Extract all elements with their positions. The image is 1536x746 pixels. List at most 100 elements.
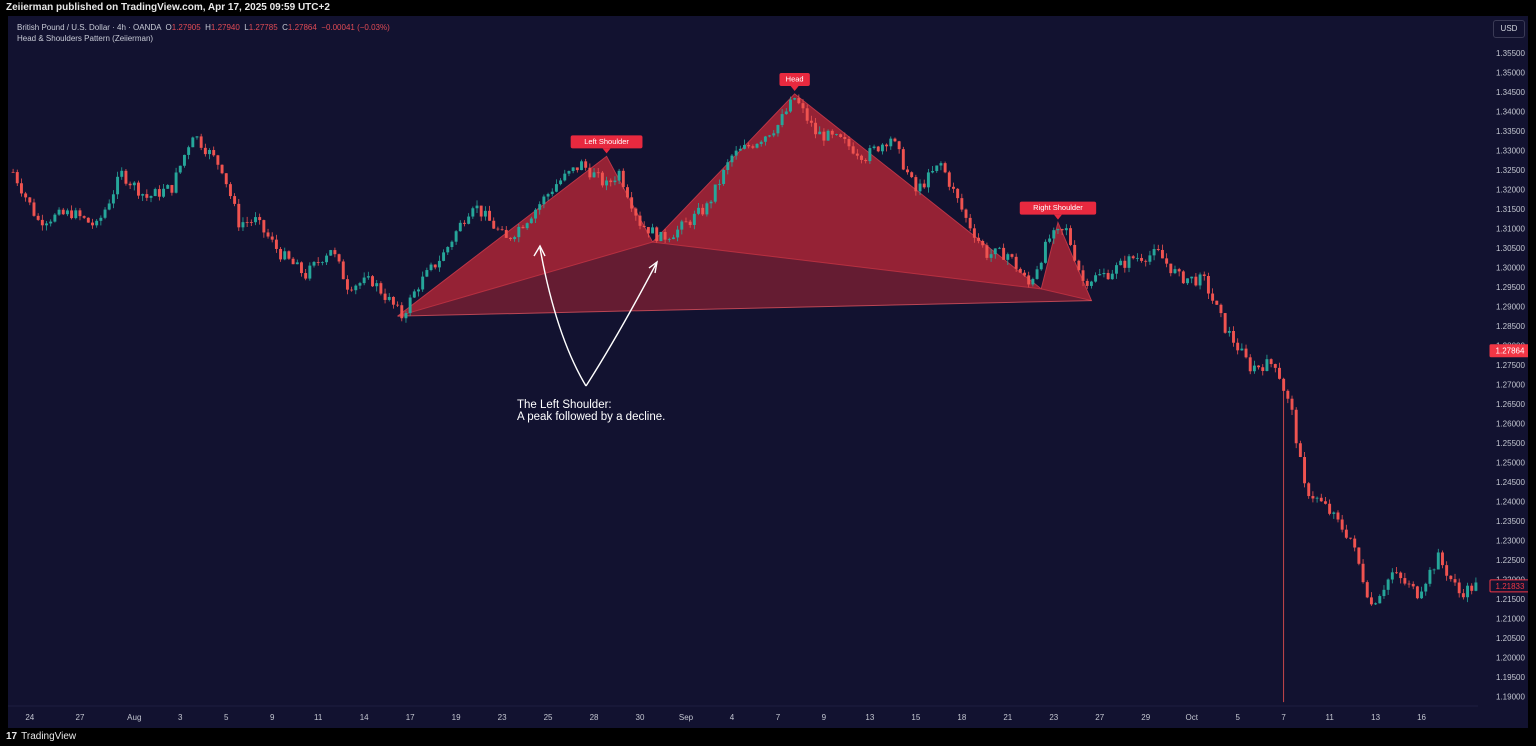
pattern-label-text: Right Shoulder (1033, 203, 1083, 212)
y-tick-label: 1.23500 (1496, 517, 1525, 526)
candle-body (1219, 304, 1223, 314)
candle-body (137, 182, 140, 196)
x-tick-label: 7 (1281, 713, 1286, 722)
candle-body (901, 149, 905, 170)
currency-button[interactable]: USD (1493, 20, 1525, 38)
price-axis-panel (1478, 16, 1528, 728)
candle-body (266, 232, 270, 237)
x-tick-label: 28 (590, 713, 599, 722)
candle-body (809, 120, 813, 123)
x-tick-label: 24 (25, 713, 34, 722)
candle-body (111, 194, 115, 204)
candle-body (1315, 497, 1319, 499)
legend-change: −0.00041 (−0.03%) (321, 23, 390, 32)
candle-body (241, 222, 245, 228)
candle-body (425, 270, 429, 277)
candle-body (107, 203, 111, 210)
annotation-arrow-right (585, 263, 657, 387)
candle-body (943, 163, 947, 173)
candle-body (49, 221, 53, 224)
annotation-text-line: The Left Shoulder: (517, 399, 612, 411)
candle-body (981, 240, 985, 246)
pattern-label-left-shoulder: Left Shoulder (570, 135, 643, 154)
y-tick-label: 1.19000 (1496, 692, 1525, 701)
candle-body (885, 144, 889, 147)
chart-legend: British Pound / U.S. Dollar · 4h · OANDA… (17, 22, 390, 44)
indicator-name[interactable]: Head & Shoulders Pattern (Zeiierman) (17, 34, 154, 43)
candle-body (1115, 265, 1118, 274)
candle-body (412, 291, 416, 298)
candle-body (245, 222, 249, 223)
y-tick-label: 1.20000 (1496, 653, 1525, 662)
x-tick-label: 5 (224, 713, 229, 722)
candle-body (1386, 579, 1390, 590)
candle-body (1415, 586, 1419, 599)
candle-body (918, 183, 922, 192)
candle-body (1085, 280, 1089, 286)
candle-body (605, 180, 609, 186)
candle-body (1428, 569, 1432, 584)
candle-body (922, 183, 926, 188)
price-label-box (1489, 344, 1528, 358)
candle-body (1073, 244, 1077, 261)
candle-body (199, 136, 203, 148)
candle-body (182, 154, 186, 166)
candle-body (483, 210, 487, 217)
y-tick-label: 1.32000 (1496, 185, 1525, 194)
candle-body (91, 222, 94, 226)
candle-body (400, 305, 404, 319)
pattern-body (397, 93, 1092, 317)
candle-body (910, 172, 914, 178)
y-tick-label: 1.26000 (1496, 419, 1525, 428)
candle-body (1357, 547, 1361, 564)
candle-body (467, 216, 471, 224)
candle-body (1470, 585, 1474, 591)
candle-body (880, 144, 884, 152)
candle-body (316, 262, 320, 263)
candle-body (772, 133, 776, 136)
candle-body (157, 189, 161, 197)
candle-body (876, 146, 880, 152)
candle-body (178, 165, 182, 173)
candle-body (1198, 274, 1202, 286)
x-tick-label: 23 (498, 713, 507, 722)
candle-body (1278, 367, 1281, 379)
candle-body (366, 276, 370, 278)
candle-body (57, 209, 61, 215)
candle-body (28, 197, 32, 203)
candle-body (450, 241, 454, 248)
candle-body (1144, 260, 1148, 262)
candle-body (613, 180, 617, 183)
candle-body (120, 170, 124, 177)
candle-body (308, 265, 312, 279)
y-tick-label: 1.35000 (1496, 69, 1525, 78)
pattern-label-box (1019, 201, 1097, 215)
candle-body (1449, 575, 1453, 580)
pattern-label-box (570, 135, 643, 149)
candle-body (1131, 256, 1135, 259)
candle-body (1119, 260, 1123, 266)
price-label-box (1489, 579, 1528, 593)
candle-body (851, 146, 855, 154)
candle-body (195, 136, 199, 138)
candle-body (174, 172, 178, 193)
candle-body (371, 276, 374, 287)
candle-body (801, 103, 805, 109)
candle-body (1248, 357, 1252, 372)
candle-body (396, 304, 400, 306)
candle-body (295, 262, 299, 265)
candle-body (1048, 238, 1052, 242)
candle-body (475, 205, 479, 209)
candle-body (542, 196, 546, 205)
tradingview-logo-icon: 17 (6, 731, 18, 742)
candle-body (855, 153, 859, 156)
price-chart[interactable]: 1.360001.355001.350001.345001.340001.335… (8, 16, 1528, 728)
candle-body (379, 283, 383, 294)
candle-body (208, 150, 211, 155)
candle-body (1369, 597, 1373, 605)
candle-body (1215, 300, 1219, 305)
candle-body (333, 250, 337, 255)
chart-area[interactable]: 1.360001.355001.350001.345001.340001.335… (8, 16, 1528, 728)
candle-body (99, 217, 103, 221)
y-tick-label: 1.25000 (1496, 458, 1525, 467)
